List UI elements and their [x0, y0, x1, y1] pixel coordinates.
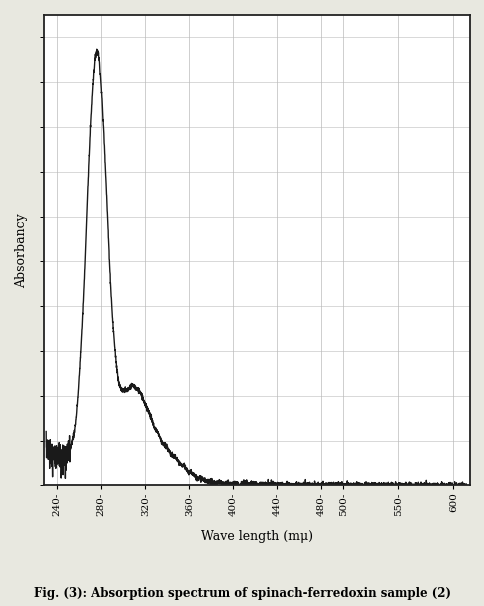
X-axis label: Wave length (mμ): Wave length (mμ) [200, 530, 312, 542]
Y-axis label: Absorbancy: Absorbancy [15, 213, 28, 287]
Text: Fig. (3): Absorption spectrum of spinach-ferredoxin sample (2): Fig. (3): Absorption spectrum of spinach… [34, 587, 450, 600]
